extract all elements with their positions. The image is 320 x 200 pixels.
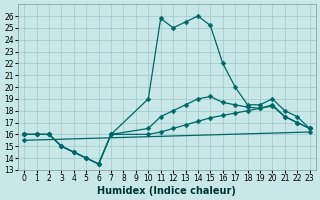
X-axis label: Humidex (Indice chaleur): Humidex (Indice chaleur) [98, 186, 236, 196]
